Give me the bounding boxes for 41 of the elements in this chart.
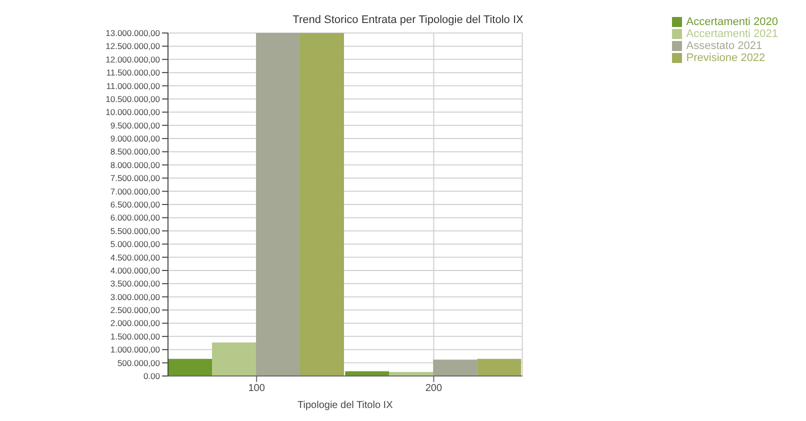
legend-label: Assestato 2021 [686,40,762,52]
y-tick-label: 500.000,00 [117,358,160,368]
y-tick-label: 7.000.000,00 [110,186,160,196]
x-axis-title: Tipologie del Titolo IX [298,400,394,411]
bar [433,360,478,376]
y-tick-label: 12.000.000,00 [106,54,160,64]
y-tick-label: 13.000.000,00 [106,28,160,38]
bar [168,358,212,376]
y-tick-label: 3.500.000,00 [110,278,160,289]
chart-title: Trend Storico Entrata per Tipologie del Titolo IX [292,14,524,26]
x-tick-label: 200 [425,383,442,394]
y-tick-label: 9.000.000,00 [110,134,160,144]
y-tick-label: 5.000.000,00 [110,239,160,250]
bar [212,342,256,376]
y-tick-label: 11.500.000,00 [106,68,160,78]
bar [300,33,344,376]
y-tick-label: 2.500.000,00 [110,305,160,316]
y-tick-label: 10.500.000,00 [106,94,160,104]
y-tick-label: 2.000.000,00 [110,318,160,328]
y-tick-label: 9.500.000,00 [110,120,160,130]
y-tick-label: 12.500.000,00 [106,41,160,52]
y-tick-label: 5.500.000,00 [110,226,160,236]
legend-label: Previsione 2022 [686,52,766,64]
y-tick-label: 0.00 [143,371,160,382]
x-tick-label: 100 [248,383,266,394]
y-tick-label: 6.000.000,00 [110,212,160,223]
y-tick-label: 3.000.000,00 [110,292,160,302]
legend-label: Accertamenti 2021 [686,28,778,40]
legend-label: Accertamenti 2020 [686,16,778,28]
y-tick-label: 10.000.000,00 [106,107,160,118]
y-tick-label: 8.000.000,00 [110,160,160,170]
y-tick-label: 1.500.000,00 [110,331,160,342]
y-tick-label: 6.500.000,00 [110,200,160,210]
bar [256,33,300,376]
y-tick-label: 8.500.000,00 [110,146,160,157]
y-tick-label: 11.000.000,00 [106,80,160,91]
y-tick-label: 1.000.000,00 [110,344,160,355]
y-tick-label: 4.000.000,00 [110,265,160,276]
y-tick-label: 4.500.000,00 [110,252,160,262]
y-tick-label: 7.500.000,00 [110,173,160,184]
bar [477,358,522,376]
